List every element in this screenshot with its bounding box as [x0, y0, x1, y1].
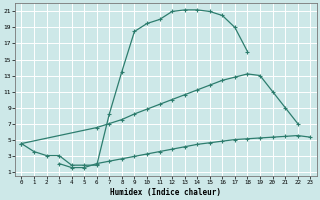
X-axis label: Humidex (Indice chaleur): Humidex (Indice chaleur) — [110, 188, 221, 197]
